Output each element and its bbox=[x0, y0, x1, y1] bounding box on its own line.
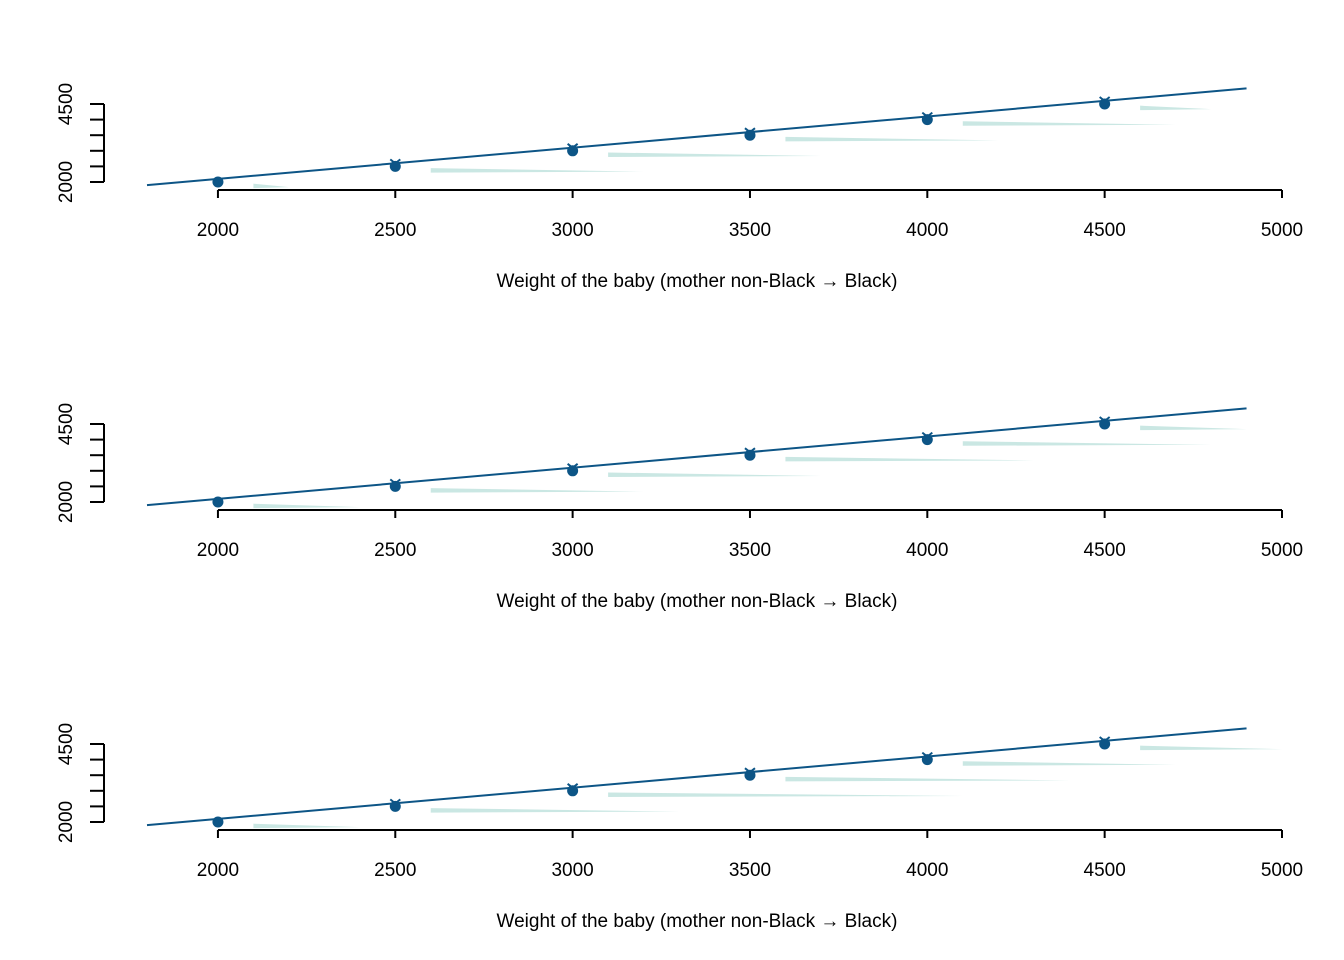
density-ridge-2 bbox=[430, 488, 644, 493]
x-tick-label-2500: 2500 bbox=[374, 540, 416, 561]
x-tick-label-4000: 4000 bbox=[906, 860, 948, 881]
x-tick-label-2000: 2000 bbox=[197, 540, 239, 561]
data-point-1 bbox=[212, 496, 224, 508]
x-axis-label: Weight of the baby (mother non-Black → B… bbox=[497, 271, 898, 292]
x-tick-label-3500: 3500 bbox=[729, 220, 771, 241]
y-tick-label-4500: 4500 bbox=[56, 83, 77, 125]
data-point-2 bbox=[389, 160, 401, 172]
density-ridge-3 bbox=[608, 152, 821, 157]
x-tick-label-4500: 4500 bbox=[1084, 220, 1126, 241]
density-ridge-1 bbox=[253, 503, 360, 509]
data-point-5 bbox=[921, 114, 933, 126]
density-ridge-2 bbox=[430, 808, 680, 813]
x-axis: 2000 2500 3000 3500 4000 4500 5000 Weight of th… bbox=[197, 189, 1303, 292]
density-ridge-1 bbox=[253, 183, 289, 189]
x-tick-label-3000: 3000 bbox=[551, 220, 593, 241]
y-tick-label-2000: 2000 bbox=[56, 481, 77, 523]
density-ridge-3 bbox=[608, 792, 963, 797]
data-point-4 bbox=[744, 769, 756, 781]
x-tick-label-5000: 5000 bbox=[1261, 220, 1303, 241]
density-ridge-1 bbox=[253, 823, 360, 829]
x-axis: 2000 2500 3000 3500 4000 4500 5000 Weight of th… bbox=[197, 509, 1303, 612]
x-tick-label-3000: 3000 bbox=[551, 540, 593, 561]
trend-line bbox=[146, 87, 1247, 187]
data-point-3 bbox=[567, 465, 579, 477]
x-tick-label-2500: 2500 bbox=[374, 220, 416, 241]
chart-panel-3: 2000 2500 3000 3500 4000 4500 5000 Weight of th… bbox=[56, 723, 1303, 932]
density-ridge-6 bbox=[1140, 105, 1212, 111]
density-ridge-5 bbox=[962, 761, 1176, 766]
density-ridge-3 bbox=[608, 472, 821, 477]
density-group bbox=[253, 105, 1212, 189]
data-point-6 bbox=[1099, 418, 1111, 430]
x-tick-label-4000: 4000 bbox=[906, 220, 948, 241]
density-ridge-4 bbox=[785, 776, 1070, 782]
data-point-3 bbox=[567, 785, 579, 797]
data-point-1 bbox=[212, 816, 224, 828]
y-tick-label-4500: 4500 bbox=[56, 723, 77, 765]
density-group bbox=[253, 745, 1282, 829]
data-point-4 bbox=[744, 449, 756, 461]
x-tick-label-2000: 2000 bbox=[197, 860, 239, 881]
x-axis-label: Weight of the baby (mother non-Black → B… bbox=[497, 591, 898, 612]
y-tick-label-2000: 2000 bbox=[56, 161, 77, 203]
density-ridge-6 bbox=[1140, 425, 1247, 431]
y-axis: 2000 4500 bbox=[56, 83, 105, 203]
data-point-3 bbox=[567, 145, 579, 157]
density-ridge-4 bbox=[785, 456, 1034, 462]
x-tick-label-5000: 5000 bbox=[1261, 860, 1303, 881]
x-tick-label-3000: 3000 bbox=[551, 860, 593, 881]
data-point-2 bbox=[389, 480, 401, 492]
chart-panel-1: 2000 2500 3000 3500 4000 4500 5000 Weight of th… bbox=[56, 83, 1303, 292]
x-tick-label-4500: 4500 bbox=[1084, 540, 1126, 561]
density-group bbox=[253, 425, 1247, 509]
density-ridge-5 bbox=[962, 441, 1212, 446]
x-tick-label-2500: 2500 bbox=[374, 860, 416, 881]
x-tick-label-2000: 2000 bbox=[197, 220, 239, 241]
data-point-5 bbox=[921, 754, 933, 766]
density-ridge-2 bbox=[430, 168, 644, 173]
data-point-5 bbox=[921, 434, 933, 446]
data-point-2 bbox=[389, 800, 401, 812]
data-point-4 bbox=[744, 129, 756, 141]
trend-line bbox=[146, 407, 1247, 507]
y-axis: 2000 4500 bbox=[56, 403, 105, 523]
y-axis: 2000 4500 bbox=[56, 723, 105, 843]
density-ridge-5 bbox=[962, 121, 1176, 126]
data-point-6 bbox=[1099, 98, 1111, 110]
x-tick-label-5000: 5000 bbox=[1261, 540, 1303, 561]
x-axis-label: Weight of the baby (mother non-Black → B… bbox=[497, 911, 898, 932]
y-tick-label-2000: 2000 bbox=[56, 801, 77, 843]
density-ridge-6 bbox=[1140, 745, 1282, 751]
chart-panel-2: 2000 2500 3000 3500 4000 4500 5000 Weight of th… bbox=[56, 403, 1303, 612]
data-point-6 bbox=[1099, 738, 1111, 750]
x-tick-label-4000: 4000 bbox=[906, 540, 948, 561]
trend-line bbox=[146, 727, 1247, 827]
density-ridge-4 bbox=[785, 136, 999, 142]
x-tick-label-3500: 3500 bbox=[729, 860, 771, 881]
y-tick-label-4500: 4500 bbox=[56, 403, 77, 445]
data-point-1 bbox=[212, 176, 224, 188]
x-tick-label-4500: 4500 bbox=[1084, 860, 1126, 881]
x-tick-label-3500: 3500 bbox=[729, 540, 771, 561]
x-axis: 2000 2500 3000 3500 4000 4500 5000 Weight of th… bbox=[197, 829, 1303, 932]
